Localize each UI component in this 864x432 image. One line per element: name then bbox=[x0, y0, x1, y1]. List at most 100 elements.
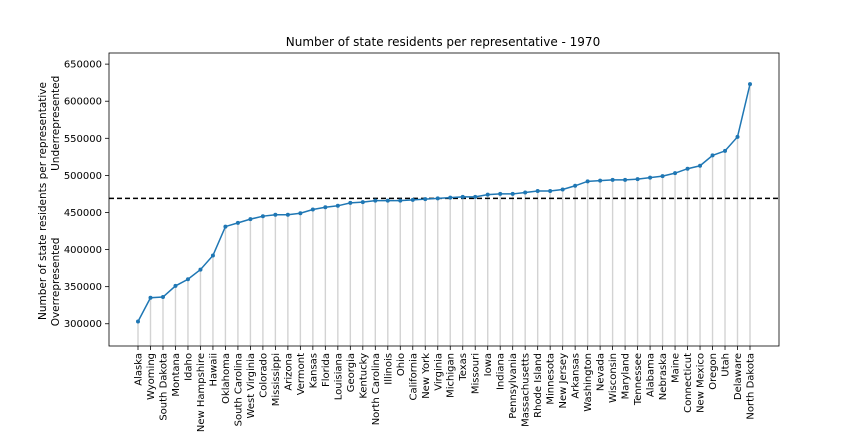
data-point bbox=[335, 203, 340, 208]
x-tick-label: Delaware bbox=[733, 353, 744, 400]
data-point bbox=[673, 171, 678, 176]
y-ticks: 300000 350000 400000 450000 500000 550000 6000… bbox=[64, 60, 109, 330]
data-point bbox=[523, 190, 528, 195]
x-ticks: Alaska Wyoming South Dakota Montana Idaho New… bbox=[134, 346, 757, 432]
data-point bbox=[185, 277, 190, 282]
data-point bbox=[410, 197, 415, 202]
x-tick-label: Montana bbox=[171, 353, 182, 397]
x-tick-label: New Hampshire bbox=[196, 353, 207, 432]
data-point bbox=[310, 207, 315, 212]
data-point bbox=[260, 214, 265, 219]
x-tick-label: Tennessee bbox=[633, 353, 644, 406]
x-tick-label: North Carolina bbox=[371, 353, 382, 425]
x-tick-label: Virginia bbox=[433, 353, 444, 391]
x-tick-label: Texas bbox=[458, 353, 469, 382]
x-tick-label: Oklahoma bbox=[221, 353, 232, 404]
data-point bbox=[223, 224, 228, 229]
data-point bbox=[198, 267, 203, 272]
chart-title: Number of state residents per representa… bbox=[286, 35, 600, 49]
x-tick-label: Vermont bbox=[296, 353, 307, 395]
data-point bbox=[348, 200, 353, 205]
data-point bbox=[485, 192, 490, 197]
x-tick-label: Maryland bbox=[621, 353, 632, 399]
x-tick-label: Alabama bbox=[646, 353, 657, 397]
x-tick-label: Arkansas bbox=[571, 353, 582, 399]
data-point bbox=[648, 175, 653, 180]
data-point bbox=[710, 153, 715, 158]
y-tick-label: 350000 bbox=[64, 282, 102, 293]
y-tick-label: 300000 bbox=[64, 319, 102, 330]
data-point bbox=[560, 187, 565, 192]
x-tick-label: Alaska bbox=[134, 353, 145, 386]
data-point bbox=[385, 198, 390, 203]
data-point bbox=[160, 295, 165, 300]
x-tick-label: Idaho bbox=[183, 353, 194, 381]
data-point bbox=[235, 220, 240, 225]
x-tick-label: Arizona bbox=[283, 353, 294, 391]
data-point bbox=[448, 195, 453, 200]
x-tick-label: Georgia bbox=[346, 353, 357, 392]
y-tick-label: 450000 bbox=[64, 208, 102, 219]
data-point bbox=[460, 194, 465, 199]
data-series bbox=[136, 82, 752, 324]
x-tick-label: South Carolina bbox=[233, 353, 244, 426]
x-tick-label: Nevada bbox=[596, 353, 607, 391]
data-point bbox=[735, 134, 740, 139]
data-point bbox=[298, 211, 303, 216]
data-point bbox=[210, 253, 215, 258]
y-axis-label: Number of state residents per representa… bbox=[37, 76, 62, 327]
y-tick-label: 600000 bbox=[64, 97, 102, 108]
x-tick-label: Kentucky bbox=[358, 353, 369, 399]
y-tick-label: 400000 bbox=[64, 245, 102, 256]
x-tick-label: Washington bbox=[583, 353, 594, 412]
data-point bbox=[498, 191, 503, 196]
data-point bbox=[435, 196, 440, 201]
data-point bbox=[360, 200, 365, 205]
data-point bbox=[723, 148, 728, 153]
data-point bbox=[423, 197, 428, 202]
x-tick-label: Minnesota bbox=[546, 353, 557, 405]
data-point bbox=[473, 194, 478, 199]
x-tick-label: Pennsylvania bbox=[508, 353, 519, 419]
x-tick-label: Connecticut bbox=[683, 353, 694, 413]
x-tick-label: Maine bbox=[671, 353, 682, 383]
data-point bbox=[535, 188, 540, 193]
x-tick-label: New Jersey bbox=[558, 353, 569, 409]
y-tick-label: 650000 bbox=[64, 60, 102, 71]
x-tick-label: Mississippi bbox=[271, 353, 282, 406]
data-point bbox=[585, 179, 590, 184]
x-tick-label: Indiana bbox=[496, 353, 507, 390]
data-point bbox=[273, 212, 278, 217]
data-point bbox=[510, 191, 515, 196]
x-tick-label: Rhode Island bbox=[533, 353, 544, 418]
data-point bbox=[373, 198, 378, 203]
x-tick-label: Nebraska bbox=[658, 353, 669, 400]
y-tick-label: 550000 bbox=[64, 134, 102, 145]
y-axis-label-line2: Overrepresented Underrepresented bbox=[50, 76, 62, 327]
x-tick-label: Wyoming bbox=[146, 353, 157, 400]
data-point bbox=[698, 163, 703, 168]
x-tick-label: Michigan bbox=[446, 353, 457, 398]
data-point bbox=[573, 183, 578, 188]
data-point bbox=[136, 319, 140, 324]
data-point bbox=[610, 177, 615, 182]
x-tick-label: Ohio bbox=[396, 353, 407, 376]
x-tick-label: Oregon bbox=[708, 353, 719, 390]
x-tick-label: California bbox=[408, 353, 419, 401]
data-point bbox=[635, 177, 640, 182]
y-tick-label: 500000 bbox=[64, 171, 102, 182]
x-tick-label: Colorado bbox=[258, 353, 269, 398]
x-tick-label: Kansas bbox=[308, 353, 319, 388]
data-point bbox=[148, 295, 153, 300]
data-point bbox=[398, 198, 403, 203]
x-tick-label: New Mexico bbox=[696, 353, 707, 413]
stems bbox=[137, 84, 751, 346]
x-tick-label: South Dakota bbox=[158, 353, 169, 421]
x-tick-label: Wisconsin bbox=[608, 353, 619, 403]
x-tick-label: Utah bbox=[721, 353, 732, 377]
data-point bbox=[623, 177, 628, 182]
data-point bbox=[660, 174, 665, 179]
x-tick-label: Massachusetts bbox=[521, 353, 532, 427]
x-tick-label: Hawaii bbox=[208, 353, 219, 387]
